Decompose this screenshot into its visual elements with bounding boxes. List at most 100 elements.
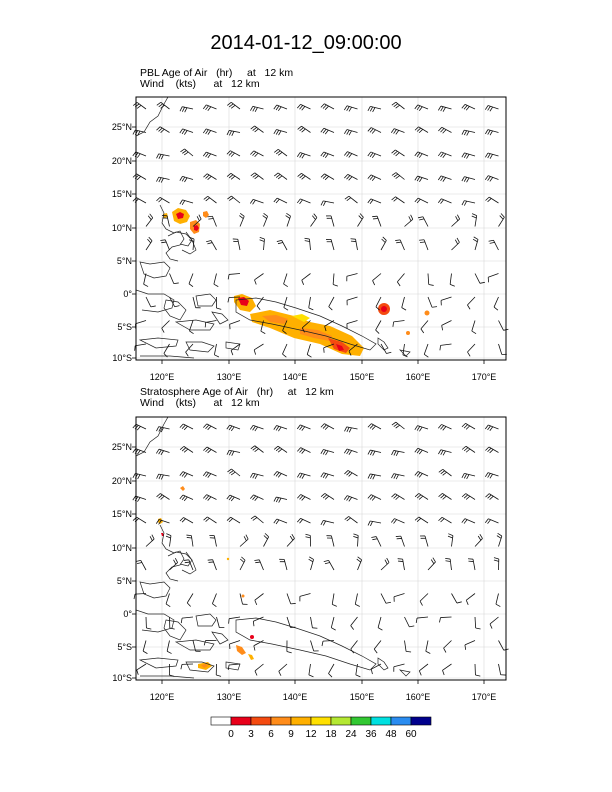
wind-barb-feather — [203, 494, 207, 499]
wind-barb-feather — [487, 106, 491, 111]
wind-barb — [380, 562, 390, 571]
grid-lines — [136, 97, 506, 360]
wind-barb-feather — [231, 451, 235, 456]
wind-barb-feather — [132, 473, 136, 479]
colorbar-swatch — [390, 716, 412, 726]
wind-barb — [347, 495, 358, 500]
wind-barb — [404, 616, 410, 628]
wind-barb-feather — [463, 200, 467, 206]
wind-barb-feather — [179, 494, 184, 500]
wind-barb-feather — [252, 495, 257, 500]
wind-barb-feather — [160, 104, 165, 109]
wind-barb — [395, 101, 405, 110]
wind-barb — [145, 217, 154, 227]
wind-barb — [348, 195, 358, 204]
wind-barb-feather — [254, 448, 259, 453]
wind-barb — [158, 426, 170, 430]
wind-barb-feather — [465, 600, 469, 605]
wind-barb-feather — [136, 426, 141, 431]
wind-barb — [253, 640, 264, 647]
wind-barb — [161, 320, 170, 329]
wind-barb-feather — [273, 496, 277, 502]
wind-barb-feather — [289, 535, 294, 541]
wind-barb-feather — [305, 533, 311, 536]
wind-barb-feather — [226, 424, 231, 430]
wind-barb-feather — [442, 471, 447, 476]
wind-barb-feather — [393, 494, 398, 499]
wind-barb-feather — [414, 104, 419, 110]
wind-barb-feather — [297, 104, 301, 109]
wind-barb-feather — [186, 534, 192, 537]
wind-barb-feather — [371, 425, 376, 430]
wind-barb-feather — [133, 102, 138, 106]
wind-barb-feather — [297, 472, 301, 478]
wind-barb-feather — [205, 495, 210, 500]
wind-barb-feather — [431, 306, 438, 308]
wind-barb — [135, 448, 147, 453]
wind-barb — [488, 273, 499, 278]
wind-barb-feather — [369, 424, 374, 429]
wind-barb-feather — [437, 151, 442, 157]
wind-barb — [166, 640, 170, 652]
wind-barb — [258, 559, 264, 571]
wind-barb-feather — [465, 495, 471, 500]
wind-barb-feather — [493, 559, 499, 562]
wind-barb-feather — [227, 195, 232, 200]
wind-barb-feather — [250, 125, 255, 130]
wind-barb — [254, 663, 264, 672]
wind-barb-feather — [184, 177, 188, 183]
wind-barb-feather — [414, 471, 419, 476]
wind-barb-feather — [240, 212, 245, 217]
wind-barb — [300, 198, 311, 204]
wind-barb — [158, 176, 170, 180]
wind-barb-feather — [299, 473, 303, 479]
wind-barb-feather — [277, 448, 283, 453]
wind-barb-feather — [414, 493, 420, 498]
wind-barb — [395, 421, 405, 430]
wind-barb-feather — [173, 559, 177, 565]
wind-barb — [372, 273, 382, 281]
wind-barb-feather — [179, 517, 184, 522]
wind-barb — [323, 472, 335, 477]
wind-barb — [370, 174, 382, 180]
wind-barb-feather — [406, 650, 412, 653]
wind-barb — [135, 129, 147, 133]
wind-barb-feather — [301, 496, 306, 501]
wind-barb-feather — [158, 449, 162, 455]
wind-barb-feather — [254, 152, 259, 158]
wind-barb-feather — [489, 106, 493, 112]
lon-label: 140°E — [283, 692, 308, 702]
wind-barb — [206, 494, 217, 500]
wind-barb-feather — [142, 650, 148, 654]
wind-barb-feather — [226, 130, 230, 136]
wind-barb — [169, 273, 175, 284]
wind-barb-feather — [205, 174, 210, 179]
wind-barb — [253, 494, 264, 500]
wind-barb — [263, 216, 268, 227]
wind-barb-feather — [367, 198, 372, 204]
wind-barb-feather — [417, 216, 424, 219]
wind-barb — [451, 242, 460, 251]
wind-barb-feather — [487, 494, 492, 499]
wind-barb — [237, 239, 241, 251]
grid-lines — [136, 417, 506, 680]
wind-barb — [188, 559, 194, 571]
wind-barb-feather — [442, 177, 447, 182]
wind-barb-feather — [274, 149, 279, 153]
wind-barb-feather — [188, 283, 194, 288]
wind-barb-feather — [416, 152, 421, 158]
wind-barb-feather — [322, 174, 327, 179]
wind-barb-feather — [346, 129, 350, 135]
wind-barb — [229, 320, 241, 325]
wind-barb-feather — [391, 101, 397, 106]
wind-barb — [252, 472, 264, 477]
wind-barb — [346, 273, 358, 277]
wind-barb-feather — [499, 215, 504, 220]
wind-barb-feather — [169, 674, 175, 677]
wind-barb-feather — [250, 445, 256, 450]
wind-barb-feather — [358, 215, 363, 220]
wind-barb-feather — [471, 213, 477, 216]
colorbar-swatch — [250, 716, 272, 726]
wind-barb — [346, 105, 358, 110]
wind-barb-feather — [180, 618, 183, 624]
